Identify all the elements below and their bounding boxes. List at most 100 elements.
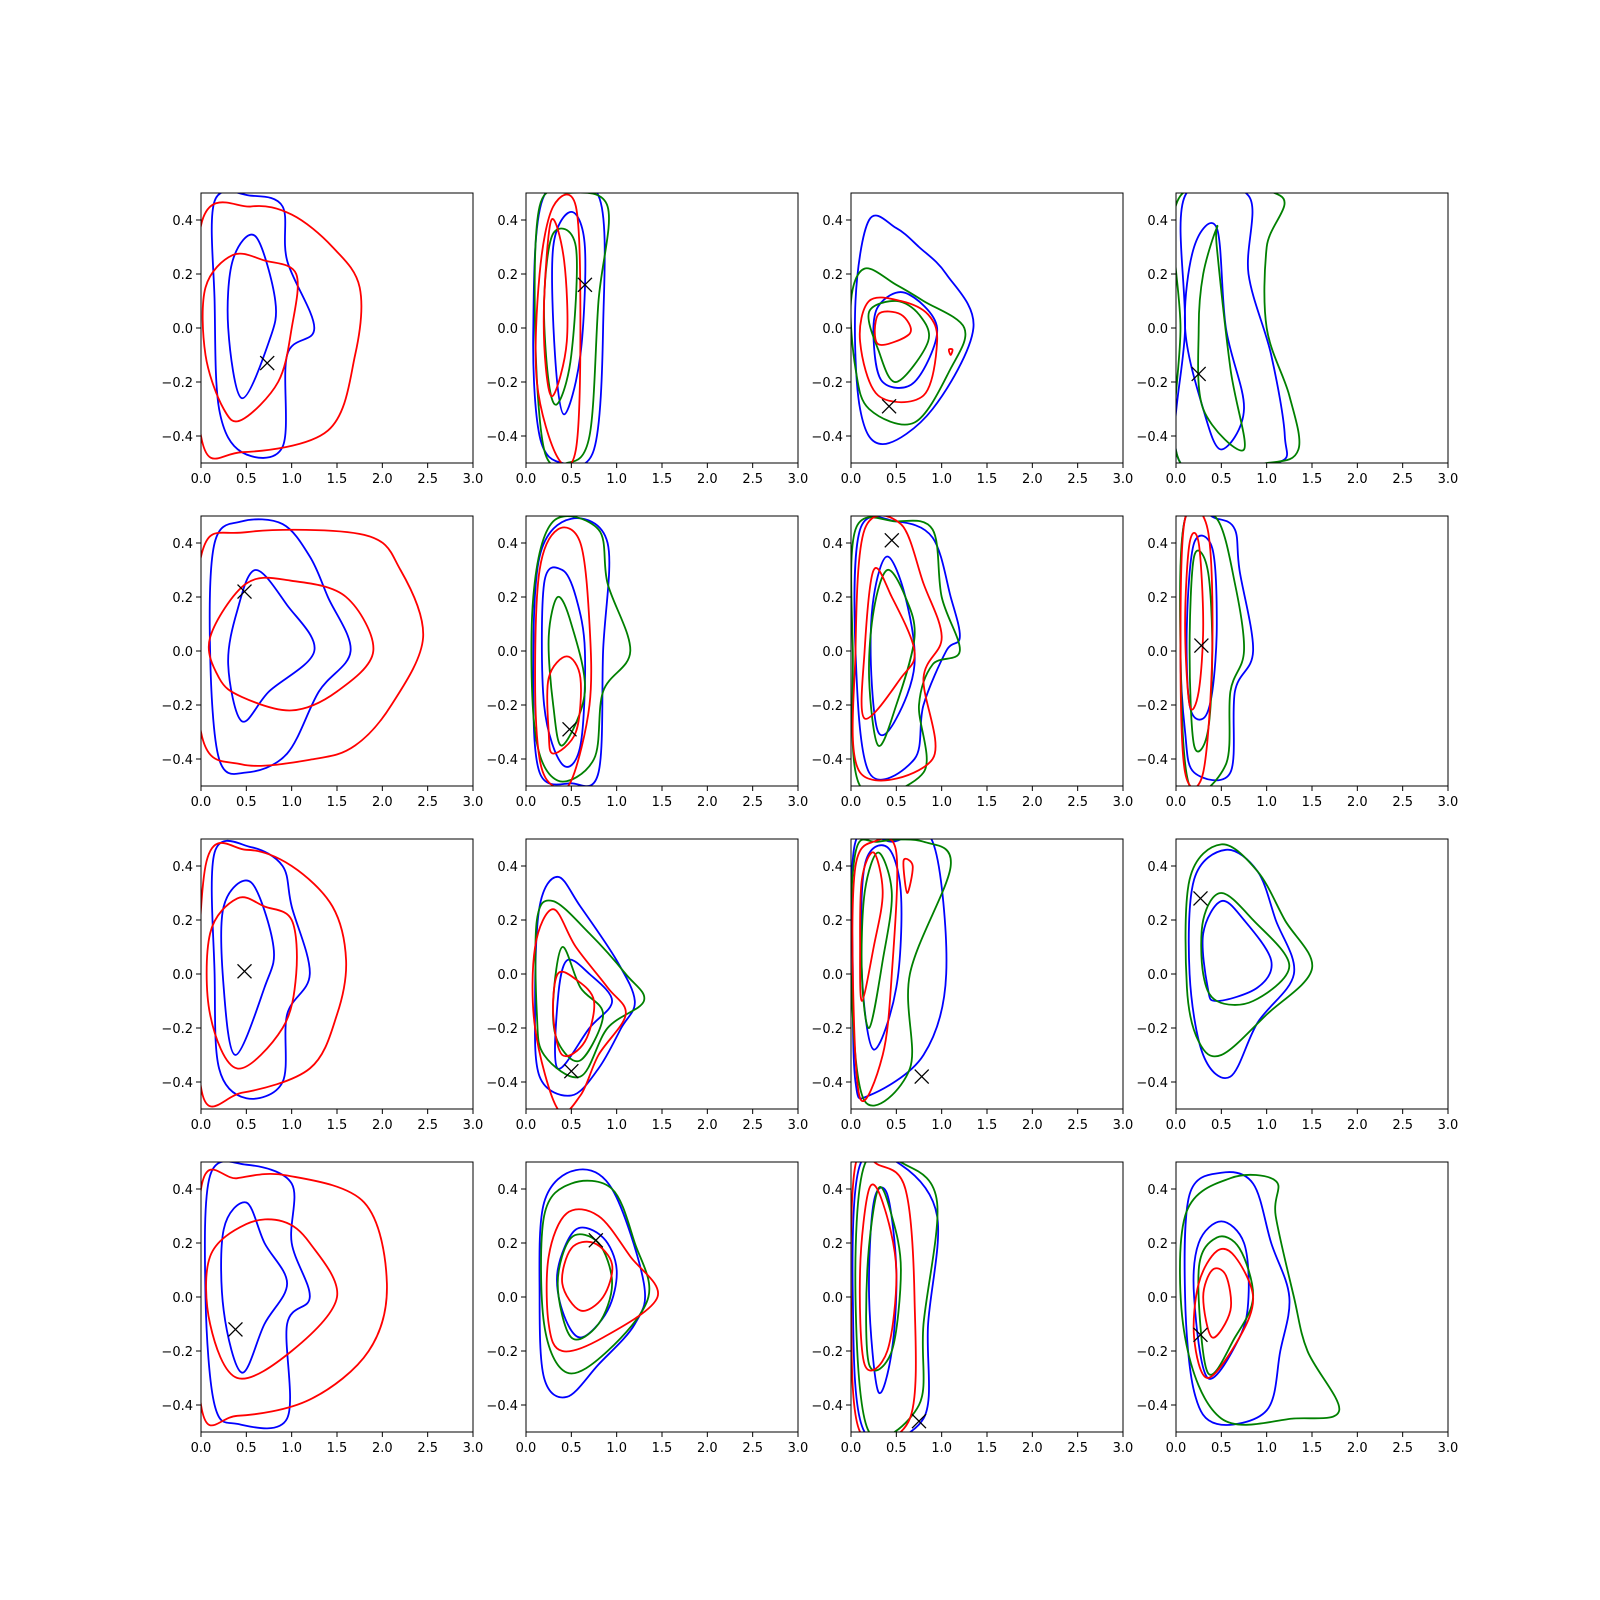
- x-tick-label: 1.5: [1302, 1118, 1323, 1133]
- blue-contour: [853, 516, 961, 781]
- x-tick-label: 1.5: [652, 1118, 673, 1133]
- x-tick-label: 0.0: [516, 1118, 537, 1133]
- x-tick-label: 1.5: [977, 472, 998, 487]
- red-contour: [947, 348, 954, 356]
- axes-frame: [1175, 838, 1449, 1110]
- plot-area: [851, 214, 975, 445]
- red-contour: [534, 526, 593, 786]
- y-tick-label: −0.2: [486, 1022, 518, 1037]
- y-tick-label: 0.4: [1147, 860, 1168, 875]
- blue-contour: [220, 1201, 288, 1374]
- y-tick-label: 0.0: [497, 1291, 518, 1306]
- y-tick-label: −0.2: [161, 1022, 193, 1037]
- y-tick-label: −0.4: [1136, 753, 1168, 768]
- green-contour: [851, 516, 961, 786]
- x-tick-label: 1.0: [1256, 795, 1277, 810]
- x-tick-label: 2.0: [1347, 1441, 1368, 1456]
- y-tick-label: 0.2: [497, 591, 518, 606]
- x-marker: [227, 1321, 243, 1337]
- green-contour: [868, 569, 916, 747]
- x-marker: [1193, 1327, 1208, 1343]
- x-tick-label: 1.5: [977, 795, 998, 810]
- y-tick-label: −0.4: [1136, 1399, 1168, 1414]
- x-marker: [881, 398, 897, 414]
- axes-frame: [1175, 1161, 1449, 1433]
- x-tick-label: 2.5: [417, 1118, 438, 1133]
- x-tick-label: 2.5: [1392, 795, 1413, 810]
- x-tick-label: 3.0: [788, 1118, 809, 1133]
- y-tick-label: −0.4: [486, 1399, 518, 1414]
- y-tick-label: −0.4: [811, 430, 843, 445]
- red-contour: [851, 839, 899, 1102]
- y-tick-label: −0.2: [1136, 1345, 1168, 1360]
- y-tick-label: 0.2: [172, 268, 193, 283]
- x-tick-label: 0.0: [516, 472, 537, 487]
- x-tick-label: 0.5: [236, 1441, 257, 1456]
- red-contour: [542, 218, 569, 398]
- panel-4-1: 0.0 0.5 1.0 1.5 2.0 2.5 3.0 −0.4 −0.2 0.0 0.2 0.4: [161, 1161, 483, 1456]
- x-marker: [259, 355, 275, 371]
- y-tick-label: 0.0: [822, 645, 843, 660]
- panel-1-2: 0.0 0.5 1.0 1.5 2.0 2.5 3.0 −0.4 −0.2 0.0 0.2 0.4: [486, 192, 809, 487]
- x-tick-label: 1.5: [1302, 795, 1323, 810]
- x-tick-label: 0.0: [841, 1441, 862, 1456]
- x-tick-label: 0.5: [236, 472, 257, 487]
- blue-contour: [1185, 534, 1218, 721]
- y-tick-label: −0.4: [811, 1076, 843, 1091]
- blue-contour: [210, 840, 311, 1100]
- x-tick-label: 0.5: [886, 472, 907, 487]
- y-tick-label: 0.4: [1147, 214, 1168, 229]
- y-tick-label: 0.0: [822, 1291, 843, 1306]
- panel-1-4: 0.0 0.5 1.0 1.5 2.0 2.5 3.0 −0.4 −0.2 0.0 0.2 0.4: [1136, 192, 1459, 487]
- x-tick-label: 1.5: [652, 1441, 673, 1456]
- x-tick-label: 1.5: [1302, 472, 1323, 487]
- blue-contour: [869, 555, 916, 737]
- red-contour: [201, 252, 299, 423]
- x-tick-label: 3.0: [1438, 1118, 1459, 1133]
- y-tick-label: 0.0: [1147, 968, 1168, 983]
- y-tick-label: 0.0: [1147, 322, 1168, 337]
- axes-frame: [850, 515, 1124, 787]
- x-tick-label: 2.0: [697, 795, 718, 810]
- plot-area: [1179, 1171, 1341, 1426]
- plot-area: [201, 1162, 388, 1430]
- panel-2-4: 0.0 0.5 1.0 1.5 2.0 2.5 3.0 −0.4 −0.2 0.0 0.2 0.4: [1136, 515, 1458, 810]
- x-tick-label: 0.0: [841, 472, 862, 487]
- red-contour: [205, 1218, 339, 1380]
- x-tick-label: 1.5: [327, 1441, 348, 1456]
- y-tick-label: 0.2: [497, 268, 518, 283]
- y-tick-label: −0.4: [1136, 430, 1168, 445]
- y-tick-label: −0.2: [811, 376, 843, 391]
- red-contour: [201, 528, 425, 767]
- red-contour: [1179, 516, 1214, 786]
- x-tick-label: 1.5: [327, 1118, 348, 1133]
- red-contour: [207, 576, 375, 712]
- y-tick-label: 0.2: [497, 914, 518, 929]
- y-tick-label: 0.2: [172, 1237, 193, 1252]
- y-tick-label: 0.0: [497, 645, 518, 660]
- y-tick-label: 0.0: [172, 322, 193, 337]
- y-tick-label: 0.4: [822, 860, 843, 875]
- x-tick-label: 0.5: [1211, 795, 1232, 810]
- red-contour: [851, 516, 943, 782]
- x-tick-label: 1.0: [931, 1118, 952, 1133]
- x-tick-label: 3.0: [788, 472, 809, 487]
- red-contour: [1184, 531, 1205, 711]
- green-contour: [530, 516, 632, 783]
- blue-contour: [538, 1168, 647, 1399]
- green-contour: [1197, 1235, 1255, 1376]
- red-contour: [873, 310, 912, 346]
- blue-contour: [532, 193, 606, 463]
- plot-area: [201, 518, 425, 775]
- x-marker: [914, 1069, 930, 1085]
- x-tick-label: 3.0: [1438, 472, 1459, 487]
- x-marker: [1193, 890, 1208, 906]
- y-tick-label: −0.2: [811, 1022, 843, 1037]
- x-tick-label: 0.0: [191, 1441, 212, 1456]
- green-contour: [534, 899, 646, 1079]
- blue-contour: [851, 1162, 940, 1432]
- x-tick-label: 0.0: [841, 795, 862, 810]
- y-tick-label: −0.4: [486, 430, 518, 445]
- blue-contour: [226, 233, 277, 400]
- x-marker: [588, 1232, 604, 1248]
